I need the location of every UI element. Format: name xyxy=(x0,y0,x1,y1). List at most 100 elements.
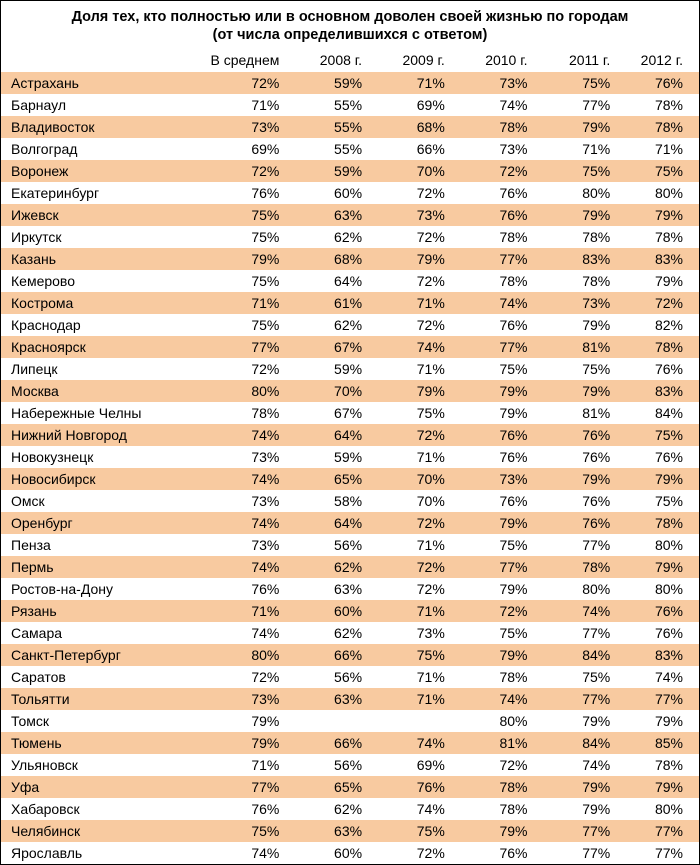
value-cell: 72% xyxy=(368,556,451,578)
city-cell: Саратов xyxy=(1,666,197,688)
value-cell: 74% xyxy=(197,556,285,578)
table-row: Томск79%80%79%79% xyxy=(1,710,699,732)
value-cell: 78% xyxy=(451,226,534,248)
value-cell: 72% xyxy=(368,578,451,600)
value-cell: 79% xyxy=(534,380,617,402)
value-cell: 75% xyxy=(197,204,285,226)
value-cell: 73% xyxy=(451,138,534,160)
value-cell: 75% xyxy=(534,666,617,688)
value-cell: 77% xyxy=(534,688,617,710)
value-cell: 79% xyxy=(616,776,699,798)
value-cell: 78% xyxy=(616,512,699,534)
value-cell: 77% xyxy=(534,534,617,556)
value-cell: 79% xyxy=(451,820,534,842)
value-cell: 72% xyxy=(616,292,699,314)
data-table: В среднем 2008 г. 2009 г. 2010 г. 2011 г… xyxy=(1,49,699,864)
value-cell: 75% xyxy=(197,820,285,842)
value-cell: 80% xyxy=(616,798,699,820)
city-cell: Барнаул xyxy=(1,94,197,116)
value-cell: 79% xyxy=(534,116,617,138)
value-cell: 75% xyxy=(534,358,617,380)
value-cell: 59% xyxy=(285,72,368,94)
value-cell: 71% xyxy=(368,358,451,380)
value-cell: 63% xyxy=(285,688,368,710)
value-cell: 74% xyxy=(534,600,617,622)
value-cell: 74% xyxy=(368,798,451,820)
value-cell: 72% xyxy=(368,512,451,534)
value-cell: 80% xyxy=(197,644,285,666)
value-cell: 79% xyxy=(616,468,699,490)
city-cell: Ростов-на-Дону xyxy=(1,578,197,600)
city-cell: Пенза xyxy=(1,534,197,556)
value-cell: 80% xyxy=(616,534,699,556)
value-cell: 78% xyxy=(534,226,617,248)
table-row: Барнаул71%55%69%74%77%78% xyxy=(1,94,699,116)
table-row: Пермь74%62%72%77%78%79% xyxy=(1,556,699,578)
value-cell: 59% xyxy=(285,446,368,468)
table-row: Саратов72%56%71%78%75%74% xyxy=(1,666,699,688)
value-cell: 58% xyxy=(285,490,368,512)
city-cell: Ульяновск xyxy=(1,754,197,776)
table-row: Краснодар75%62%72%76%79%82% xyxy=(1,314,699,336)
value-cell: 80% xyxy=(616,182,699,204)
city-cell: Липецк xyxy=(1,358,197,380)
value-cell: 75% xyxy=(534,160,617,182)
value-cell: 61% xyxy=(285,292,368,314)
city-cell: Омск xyxy=(1,490,197,512)
city-cell: Пермь xyxy=(1,556,197,578)
value-cell: 80% xyxy=(616,578,699,600)
value-cell: 79% xyxy=(197,732,285,754)
value-cell: 76% xyxy=(451,424,534,446)
value-cell: 75% xyxy=(451,534,534,556)
city-cell: Томск xyxy=(1,710,197,732)
value-cell: 67% xyxy=(285,336,368,358)
table-row: Челябинск75%63%75%79%77%77% xyxy=(1,820,699,842)
value-cell: 67% xyxy=(285,402,368,424)
value-cell: 78% xyxy=(451,666,534,688)
value-cell: 71% xyxy=(368,666,451,688)
value-cell: 73% xyxy=(368,204,451,226)
table-row: Тюмень79%66%74%81%84%85% xyxy=(1,732,699,754)
city-cell: Казань xyxy=(1,248,197,270)
value-cell: 74% xyxy=(197,842,285,864)
value-cell: 74% xyxy=(534,754,617,776)
value-cell: 75% xyxy=(197,226,285,248)
value-cell: 64% xyxy=(285,424,368,446)
value-cell: 73% xyxy=(534,292,617,314)
value-cell: 83% xyxy=(534,248,617,270)
city-cell: Ижевск xyxy=(1,204,197,226)
value-cell: 75% xyxy=(534,72,617,94)
value-cell: 79% xyxy=(534,204,617,226)
table-row: Хабаровск76%62%74%78%79%80% xyxy=(1,798,699,820)
city-cell: Ярославль xyxy=(1,842,197,864)
value-cell: 76% xyxy=(197,798,285,820)
value-cell: 77% xyxy=(451,336,534,358)
value-cell: 69% xyxy=(368,754,451,776)
value-cell: 71% xyxy=(368,72,451,94)
table-row: Набережные Челны78%67%75%79%81%84% xyxy=(1,402,699,424)
value-cell: 83% xyxy=(616,248,699,270)
value-cell: 62% xyxy=(285,798,368,820)
table-row: Владивосток73%55%68%78%79%78% xyxy=(1,116,699,138)
city-cell: Рязань xyxy=(1,600,197,622)
table-row: Волгоград69%55%66%73%71%71% xyxy=(1,138,699,160)
value-cell: 75% xyxy=(616,160,699,182)
table-row: Санкт-Петербург80%66%75%79%84%83% xyxy=(1,644,699,666)
value-cell: 80% xyxy=(451,710,534,732)
value-cell: 62% xyxy=(285,556,368,578)
value-cell: 59% xyxy=(285,358,368,380)
value-cell: 79% xyxy=(451,380,534,402)
value-cell: 76% xyxy=(451,314,534,336)
value-cell: 78% xyxy=(616,226,699,248)
value-cell: 82% xyxy=(616,314,699,336)
city-cell: Самара xyxy=(1,622,197,644)
value-cell: 76% xyxy=(197,182,285,204)
value-cell: 72% xyxy=(368,270,451,292)
value-cell: 79% xyxy=(616,710,699,732)
value-cell: 76% xyxy=(534,424,617,446)
value-cell: 60% xyxy=(285,842,368,864)
value-cell: 72% xyxy=(197,666,285,688)
city-cell: Астрахань xyxy=(1,72,197,94)
city-cell: Челябинск xyxy=(1,820,197,842)
value-cell: 80% xyxy=(534,578,617,600)
